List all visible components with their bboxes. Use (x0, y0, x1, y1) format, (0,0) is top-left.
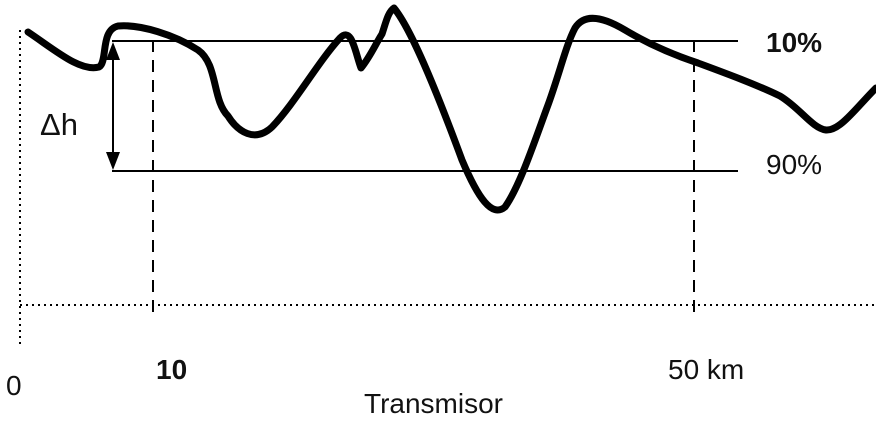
delta-h-label: Δh (40, 107, 78, 142)
delta-h-arrowhead-up (106, 42, 120, 60)
level-90-label: 90% (766, 149, 822, 180)
level-10-label: 10% (766, 27, 822, 58)
tick-label-zero: 0 (6, 370, 22, 401)
terrain-profile-curve (24, 4, 876, 214)
tick-label-ten: 10 (156, 354, 187, 385)
delta-h-arrowhead-down (106, 152, 120, 170)
axis-title: Transmisor (364, 388, 503, 419)
tick-label-fifty: 50 km (668, 354, 744, 385)
